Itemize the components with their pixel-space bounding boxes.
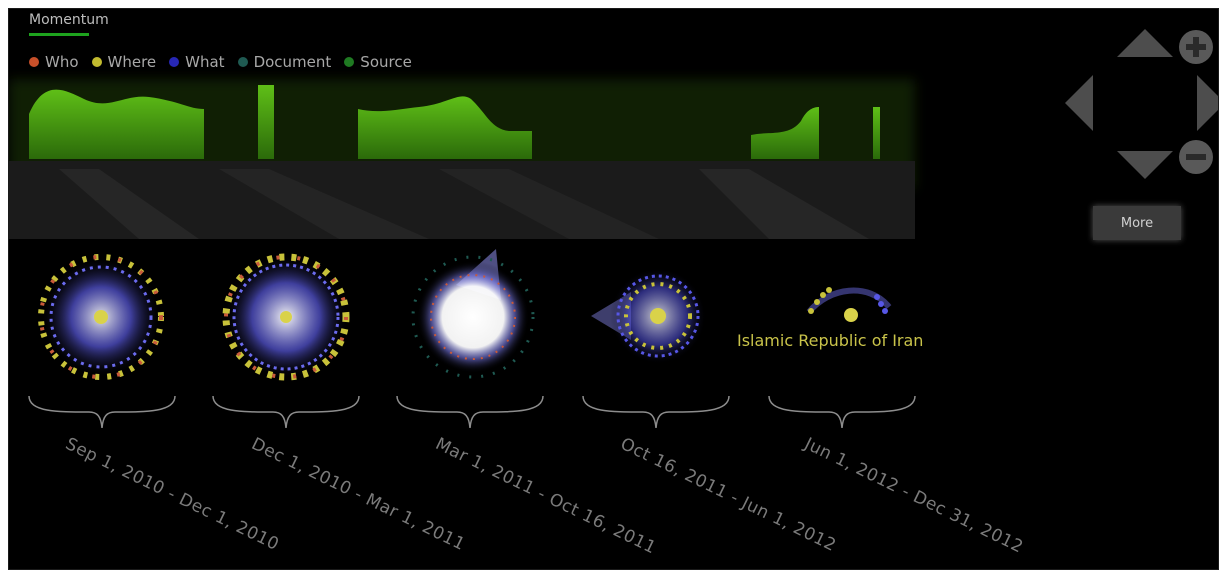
- node-ring: [232, 263, 340, 371]
- momentum-view: Momentum Who Where What Document Source: [8, 8, 1219, 570]
- center-node: [280, 311, 292, 323]
- node-ring: [39, 255, 163, 379]
- momentum-area: [258, 85, 274, 159]
- legend-label: Source: [360, 53, 412, 71]
- node: [808, 308, 814, 314]
- momentum-area: [358, 96, 532, 159]
- node-ring: [616, 274, 700, 358]
- node-ring: [224, 255, 348, 379]
- source-dot-icon: [344, 57, 355, 67]
- legend-label: What: [185, 53, 225, 71]
- arrow-left-icon[interactable]: [1065, 75, 1093, 131]
- legend-item-where[interactable]: Where: [91, 53, 157, 71]
- floor-band: [439, 169, 659, 239]
- zoom-out-icon[interactable]: [1179, 140, 1213, 174]
- floor-band: [219, 169, 429, 239]
- brace-icon: [768, 395, 916, 429]
- who-dot-icon: [29, 57, 39, 67]
- node-ring: [430, 274, 516, 360]
- node: [882, 308, 888, 314]
- brace-icon: [396, 395, 544, 429]
- what-dot-icon: [169, 57, 180, 67]
- legend-label: Where: [107, 53, 157, 71]
- timeline-floor: [9, 161, 915, 239]
- floor-band: [59, 169, 199, 239]
- navigation-controls: [1065, 29, 1219, 179]
- node: [814, 299, 820, 305]
- arrow-up-icon[interactable]: [1117, 29, 1173, 57]
- legend-label: Who: [45, 53, 79, 71]
- legend-label: Document: [253, 53, 332, 71]
- arrow-down-icon[interactable]: [1117, 151, 1173, 179]
- node: [874, 294, 880, 300]
- brace-icon: [28, 395, 176, 429]
- arrow-right-icon[interactable]: [1197, 75, 1219, 131]
- momentum-area: [29, 89, 204, 159]
- where-dot-icon: [91, 57, 102, 67]
- brace-icon: [582, 395, 730, 429]
- page-title: Momentum: [29, 12, 109, 28]
- momentum-area: [751, 107, 819, 159]
- legend-item-document[interactable]: Document: [237, 53, 332, 71]
- momentum-area: [873, 107, 880, 159]
- brace-icon: [212, 395, 360, 429]
- center-node: [650, 308, 666, 324]
- network-cluster[interactable]: [789, 267, 909, 327]
- node-ring: [624, 282, 692, 350]
- network-cluster[interactable]: [31, 247, 171, 387]
- center-node: [844, 308, 858, 322]
- legend: Who Where What Document Source: [29, 53, 412, 71]
- node: [820, 292, 826, 298]
- node-ring: [411, 255, 535, 379]
- more-button[interactable]: More: [1093, 206, 1181, 240]
- network-cluster[interactable]: [216, 247, 356, 387]
- node: [826, 287, 832, 293]
- title-underline: [29, 33, 89, 36]
- legend-item-who[interactable]: Who: [29, 53, 79, 71]
- center-node: [94, 310, 108, 324]
- network-cluster[interactable]: [586, 254, 711, 379]
- document-dot-icon: [237, 57, 248, 67]
- momentum-timeline[interactable]: [9, 69, 929, 244]
- legend-item-source[interactable]: Source: [344, 53, 412, 71]
- network-cluster[interactable]: [401, 245, 546, 390]
- node: [878, 301, 884, 307]
- zoom-in-icon[interactable]: [1179, 30, 1213, 64]
- legend-item-what[interactable]: What: [169, 53, 225, 71]
- node-ring: [49, 265, 153, 369]
- cluster-core: [417, 261, 529, 373]
- floor-band: [699, 169, 869, 239]
- cluster-highlight-label: Islamic Republic of Iran: [737, 331, 924, 350]
